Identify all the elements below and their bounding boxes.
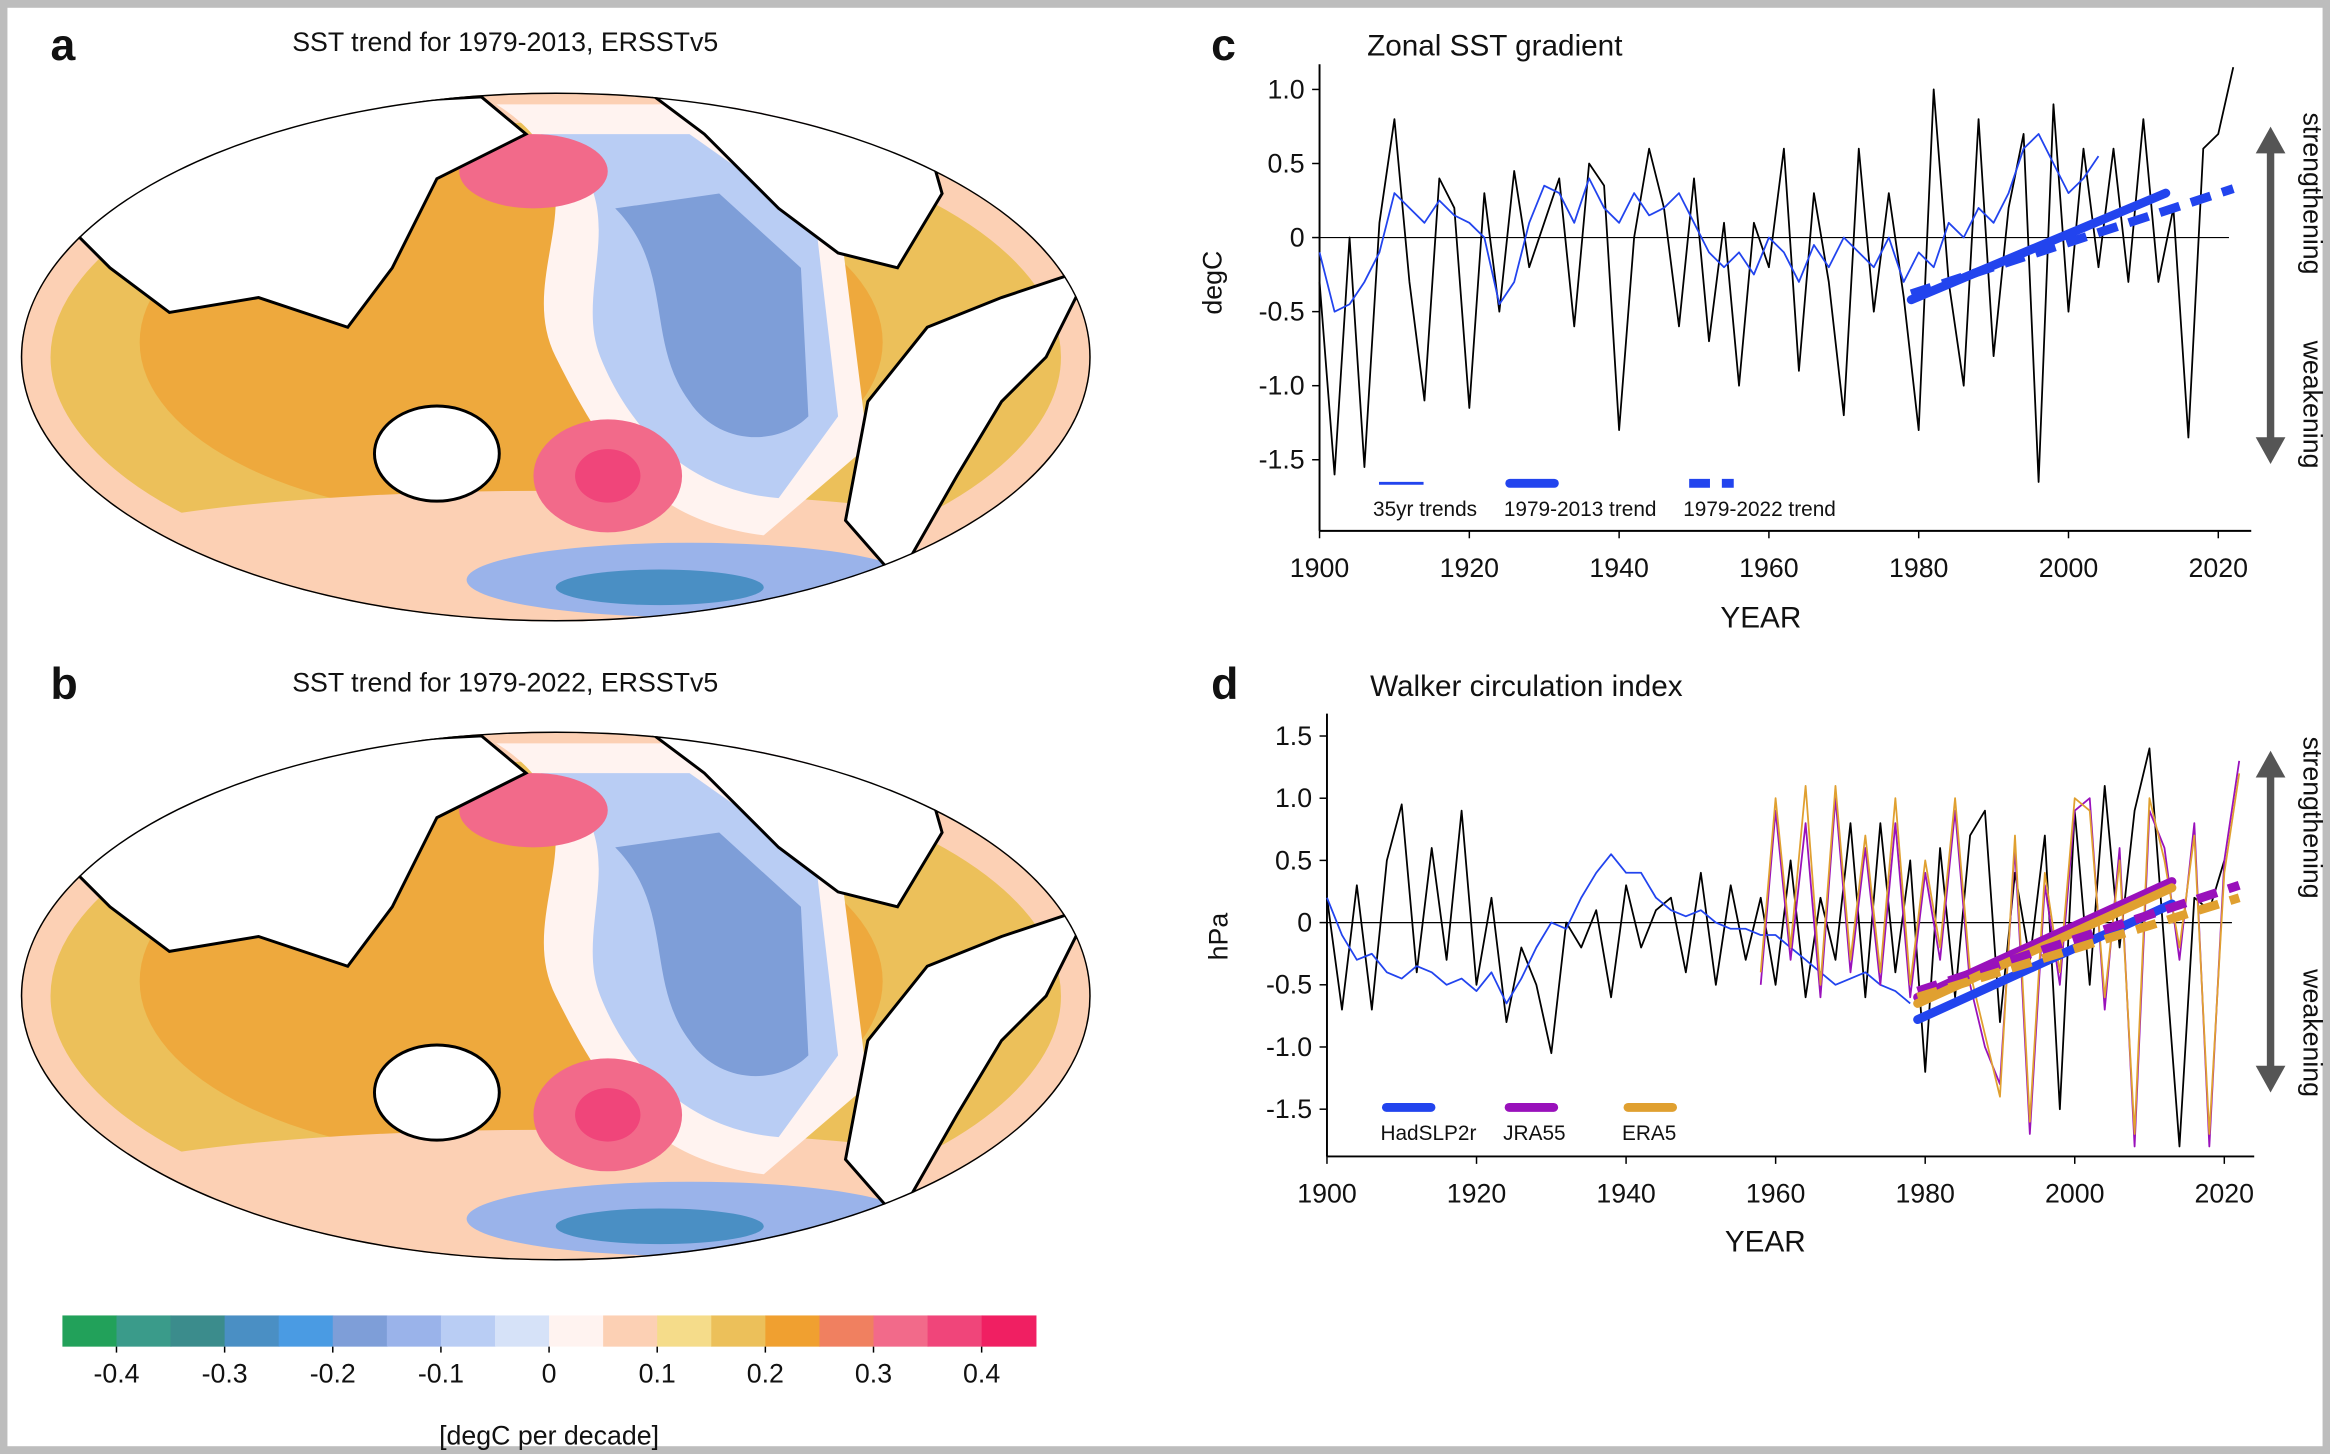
panel-label: c (1211, 21, 1236, 70)
y-axis-label: hPa (1203, 913, 1233, 961)
x-tick-label: 1920 (1440, 553, 1499, 583)
x-tick-label: 2000 (2039, 553, 2098, 583)
colorbar-tick-label: 0 (542, 1358, 557, 1388)
x-tick-label: 1980 (1889, 553, 1948, 583)
x-tick-label: 2000 (2045, 1179, 2104, 1209)
arrow-head (2255, 437, 2286, 464)
y-axis-label: degC (1197, 251, 1227, 315)
panel-label: a (51, 21, 77, 70)
x-tick-label: 1940 (1589, 553, 1648, 583)
series-line (1916, 881, 2241, 996)
colorbar-swatch (981, 1315, 1037, 1347)
colorbar-swatch (386, 1315, 442, 1347)
panel-label: b (51, 660, 78, 709)
colorbar-swatch (332, 1315, 388, 1347)
colorbar-swatch (170, 1315, 226, 1347)
legend-label: 1979-2022 trend (1683, 498, 1836, 521)
series-line (1318, 133, 2100, 313)
x-tick-label: 1960 (1739, 553, 1798, 583)
series-line (1909, 184, 2235, 299)
annotation: weakening (2297, 340, 2327, 469)
y-tick-label: -1.5 (1259, 445, 1305, 475)
annotation: weakening (2297, 968, 2327, 1097)
y-tick-label: 1.0 (1268, 74, 1305, 104)
map-title: SST trend for 1979-2013, ERSSTv5 (292, 27, 718, 57)
colorbar-swatch (549, 1315, 604, 1347)
legend-label: 1979-2013 trend (1504, 498, 1657, 521)
y-tick-label: -0.5 (1266, 970, 1312, 1000)
arrow-head (2255, 1065, 2286, 1093)
colorbar-tick-label: 0.3 (855, 1358, 892, 1388)
colorbar-tick-label: 0.2 (747, 1358, 784, 1388)
x-tick-label: 1960 (1746, 1179, 1805, 1209)
colorbar-swatch (819, 1315, 875, 1347)
x-tick-label: 1900 (1297, 1179, 1356, 1209)
series-line (1326, 853, 1911, 1005)
x-tick-label: 1940 (1596, 1179, 1655, 1209)
colorbar-tick-label: 0.4 (963, 1358, 1000, 1388)
annotation: strengthening (2297, 737, 2327, 899)
legend-label: ERA5 (1622, 1122, 1676, 1145)
colorbar-swatch (603, 1315, 658, 1347)
x-tick-label: 2020 (2189, 553, 2248, 583)
y-tick-label: 0.5 (1268, 148, 1305, 178)
y-tick-label: -0.5 (1259, 297, 1305, 327)
colorbar-tick-label: -0.2 (310, 1358, 356, 1388)
x-tick-label: 1980 (1895, 1179, 1954, 1209)
colorbar-swatch (711, 1315, 767, 1347)
colorbar-label: [degC per decade] (439, 1421, 659, 1451)
colorbar-swatch (440, 1315, 496, 1347)
chart-title: Walker circulation index (1370, 670, 1683, 703)
y-tick-label: 0 (1290, 222, 1305, 252)
colorbar-tick-label: 0.1 (639, 1358, 676, 1388)
y-tick-label: 0.5 (1275, 845, 1312, 875)
legend-label: 35yr trends (1373, 498, 1477, 521)
panel-label: d (1211, 660, 1238, 709)
colorbar-swatch (494, 1315, 550, 1347)
colorbar-swatch (116, 1315, 172, 1347)
colorbar-swatch (765, 1315, 821, 1347)
x-tick-label: 1920 (1447, 1179, 1506, 1209)
series-line (1916, 893, 2241, 1002)
y-tick-label: 0 (1297, 908, 1312, 938)
x-axis-label: YEAR (1720, 601, 1801, 634)
colorbar-swatch (278, 1315, 334, 1347)
legend-label: HadSLP2r (1380, 1122, 1476, 1145)
colorbar-swatch (224, 1315, 280, 1347)
colorbar-swatch (873, 1315, 929, 1347)
y-tick-label: 1.5 (1275, 721, 1312, 751)
annotation: strengthening (2297, 113, 2327, 275)
chart-title: Zonal SST gradient (1367, 29, 1623, 62)
y-tick-label: 1.0 (1275, 783, 1312, 813)
series-line (1759, 773, 2241, 1135)
y-tick-label: -1.0 (1266, 1032, 1312, 1062)
y-tick-label: -1.5 (1266, 1094, 1312, 1124)
colorbar-swatch (62, 1315, 118, 1347)
colorbar-tick-label: -0.1 (418, 1358, 464, 1388)
y-tick-label: -1.0 (1259, 371, 1305, 401)
map-title: SST trend for 1979-2022, ERSSTv5 (292, 667, 718, 697)
x-axis-label: YEAR (1725, 1226, 1806, 1259)
x-tick-label: 1900 (1290, 553, 1349, 583)
arrow-head (2255, 126, 2286, 154)
series-line (1318, 67, 2235, 483)
colorbar-swatch (927, 1315, 983, 1347)
legend-label: JRA55 (1503, 1122, 1565, 1145)
colorbar-tick-label: -0.4 (93, 1358, 139, 1388)
colorbar-tick-label: -0.3 (202, 1358, 248, 1388)
x-tick-label: 2020 (2195, 1179, 2254, 1209)
arrow-head (2255, 750, 2286, 778)
colorbar-swatch (657, 1315, 713, 1347)
